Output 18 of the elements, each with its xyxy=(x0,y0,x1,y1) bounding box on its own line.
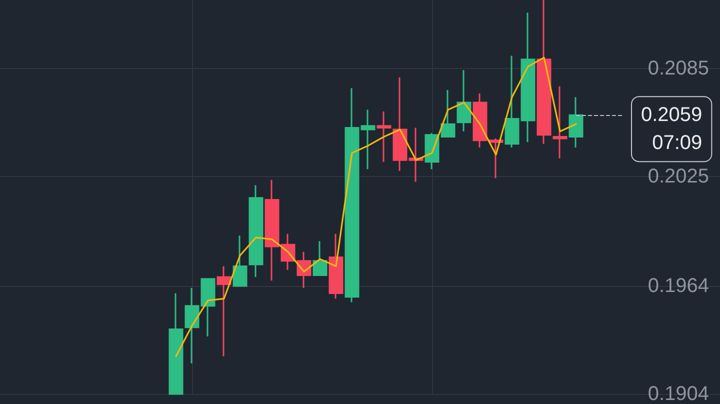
candlestick xyxy=(312,240,328,276)
candlestick xyxy=(168,292,184,395)
candlestick xyxy=(232,234,248,287)
candlestick xyxy=(264,179,280,282)
y-tick-label: 0.2085 xyxy=(648,57,709,80)
candlestick xyxy=(216,266,232,357)
y-tick-label: 0.1904 xyxy=(648,383,709,404)
ref-line-label: 0.2059 07:09 xyxy=(641,104,702,154)
y-tick-label: 0.2025 xyxy=(648,165,709,188)
candlestick xyxy=(376,110,392,163)
candlestick xyxy=(456,69,472,132)
candlestick xyxy=(328,233,344,300)
y-tick-label: 0.1964 xyxy=(648,275,709,298)
candlestick xyxy=(248,184,264,278)
candlestick xyxy=(568,96,584,148)
candlestick xyxy=(536,0,552,145)
candlestick xyxy=(552,86,568,160)
line-series xyxy=(175,56,577,358)
